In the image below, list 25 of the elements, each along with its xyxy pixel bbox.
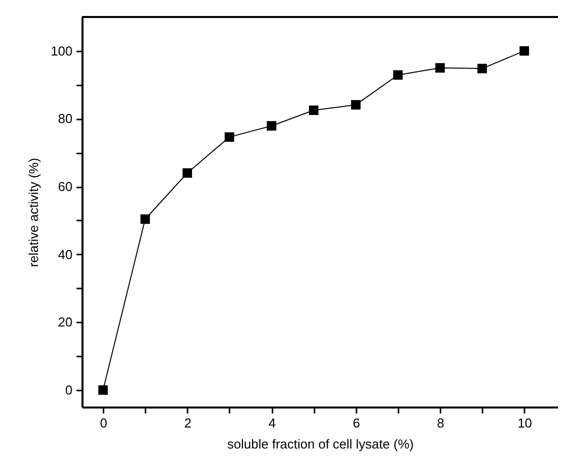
point (182, 168, 192, 178)
point (140, 214, 150, 224)
point (520, 46, 530, 56)
x-tick-label: 10 (518, 416, 532, 430)
y-axis-title: relative activity (%) (26, 158, 41, 268)
y-tick-label: 0 (65, 382, 72, 398)
y-tick-label: 40 (58, 246, 72, 262)
point (351, 100, 361, 110)
y-tick-label: 80 (58, 111, 72, 126)
point (393, 70, 403, 80)
x-tick-label: 2 (184, 416, 192, 430)
y-tick-label: 60 (58, 179, 72, 194)
point (308, 106, 318, 116)
x-tick-label: 0 (100, 416, 108, 430)
point (266, 121, 276, 131)
x-axis-title: soluble fraction of cell lysate (%) (227, 436, 414, 452)
point (477, 64, 487, 74)
point (435, 63, 445, 73)
x-tick-label: 4 (268, 416, 276, 430)
y-tick-label: 100 (50, 43, 72, 58)
x-tick-label: 6 (352, 416, 360, 430)
point (98, 385, 108, 395)
point (224, 132, 234, 142)
y-tick-label: 20 (58, 314, 72, 330)
x-tick-label: 8 (436, 416, 444, 430)
